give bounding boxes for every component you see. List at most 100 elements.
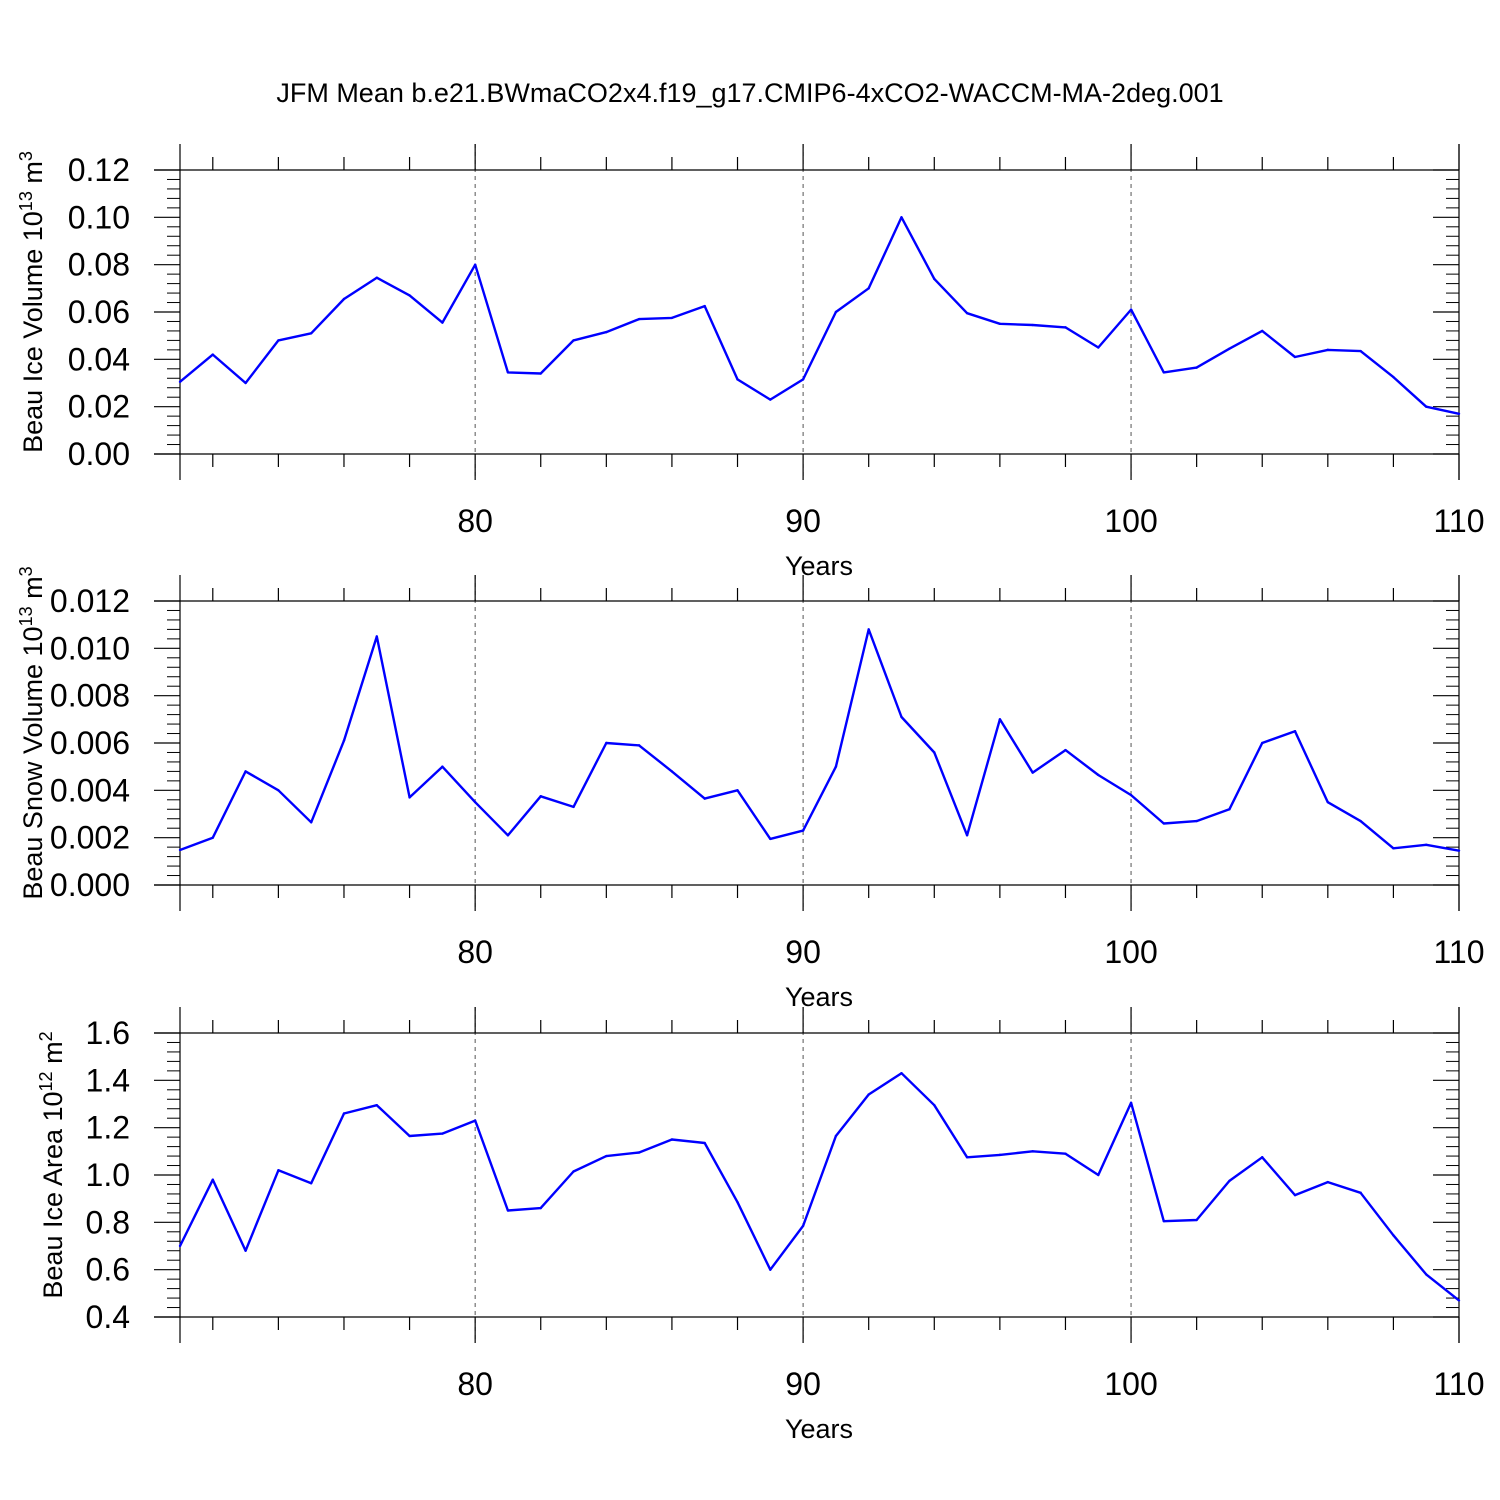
data-point xyxy=(342,739,346,742)
data-point xyxy=(1097,1173,1100,1177)
data-point xyxy=(1359,819,1362,823)
data-point xyxy=(408,796,411,799)
x-tick-label: 110 xyxy=(1433,1366,1484,1402)
data-point xyxy=(965,1156,969,1159)
data-point xyxy=(801,1224,805,1228)
data-point xyxy=(244,381,247,385)
data-point xyxy=(998,718,1002,721)
data-point xyxy=(1261,329,1264,333)
data-point xyxy=(867,628,870,631)
data-point xyxy=(1129,308,1133,311)
data-point xyxy=(244,1249,247,1252)
data-point xyxy=(703,304,706,308)
data-point xyxy=(1195,366,1198,369)
x-tick-label: 100 xyxy=(1104,503,1157,539)
data-point xyxy=(277,789,280,792)
data-point xyxy=(408,294,411,297)
x-tick-label: 100 xyxy=(1104,1366,1157,1402)
data-point xyxy=(1162,822,1166,825)
y-tick-label: 0.00 xyxy=(68,436,130,472)
data-point xyxy=(506,371,510,374)
data-point xyxy=(1457,849,1461,852)
data-point xyxy=(572,1170,575,1173)
data-point xyxy=(211,1178,214,1181)
x-tick-label: 100 xyxy=(1104,934,1157,970)
x-tick-label: 110 xyxy=(1433,934,1484,970)
data-point xyxy=(834,765,838,768)
data-point xyxy=(933,277,936,281)
y-axis-label: Beau Snow Volume 1013 m3 xyxy=(16,566,48,899)
data-point xyxy=(1228,347,1231,350)
x-tick-label: 110 xyxy=(1433,503,1484,539)
data-point xyxy=(473,263,477,266)
data-point xyxy=(1326,1180,1330,1184)
y-tick-label: 0.02 xyxy=(68,389,130,425)
data-point xyxy=(1392,375,1395,379)
data-point xyxy=(670,770,674,773)
data-point xyxy=(834,310,838,314)
data-point xyxy=(244,770,247,773)
x-axis-label: Years xyxy=(785,982,853,1012)
data-point xyxy=(309,1182,313,1185)
data-point xyxy=(342,1112,346,1115)
data-point xyxy=(1097,773,1100,777)
data-point xyxy=(637,744,641,747)
y-axis-label: Beau Ice Area 1012 m2 xyxy=(36,1031,68,1298)
x-tick-label: 90 xyxy=(785,503,821,539)
data-point xyxy=(473,1119,477,1122)
data-point xyxy=(933,1103,936,1107)
y-axis-label: Beau Ice Volume 1013 m3 xyxy=(16,151,48,453)
data-point xyxy=(1064,326,1067,329)
y-tick-label: 0.6 xyxy=(86,1252,130,1288)
data-point xyxy=(736,789,739,792)
y-tick-label: 0.4 xyxy=(86,1299,130,1335)
data-point xyxy=(998,322,1002,326)
data-point xyxy=(1228,808,1231,811)
y-tick-label: 0.12 xyxy=(68,152,130,188)
data-point xyxy=(1457,1299,1461,1302)
y-tick-label: 1.0 xyxy=(86,1157,130,1193)
data-point xyxy=(441,765,444,768)
data-point xyxy=(867,287,870,290)
data-point xyxy=(605,330,608,334)
data-point xyxy=(1031,1150,1034,1153)
data-point xyxy=(1359,1191,1362,1194)
series-line xyxy=(179,628,1460,852)
data-point xyxy=(801,378,805,381)
data-point xyxy=(309,332,313,335)
data-point xyxy=(867,1093,870,1096)
data-point xyxy=(408,1134,411,1138)
data-point xyxy=(769,398,772,401)
data-point xyxy=(1129,1101,1133,1105)
data-point xyxy=(1326,348,1330,352)
x-tick-label: 80 xyxy=(457,934,493,970)
data-point xyxy=(506,834,510,837)
data-point xyxy=(277,1169,280,1172)
y-tick-label: 0.004 xyxy=(50,772,130,808)
data-point xyxy=(539,795,542,798)
y-tick-label: 0.8 xyxy=(86,1204,130,1240)
data-point xyxy=(736,378,739,381)
data-point xyxy=(703,1141,706,1145)
data-point xyxy=(375,635,378,638)
data-point xyxy=(277,339,280,342)
data-point xyxy=(1162,1219,1166,1223)
data-point xyxy=(670,316,674,320)
data-point xyxy=(1392,847,1395,850)
data-point xyxy=(1425,843,1428,846)
data-point xyxy=(178,848,182,852)
data-point xyxy=(769,837,772,841)
data-point xyxy=(965,311,969,315)
data-point xyxy=(1195,819,1198,823)
data-point xyxy=(605,1154,608,1158)
data-point xyxy=(670,1138,674,1141)
y-tick-label: 0.010 xyxy=(50,630,130,666)
data-point xyxy=(1228,1179,1231,1183)
data-point xyxy=(834,1134,838,1138)
data-point xyxy=(1064,1152,1067,1155)
data-point xyxy=(637,317,641,321)
y-tick-label: 1.6 xyxy=(86,1015,130,1051)
y-tick-label: 0.08 xyxy=(68,247,130,283)
data-point xyxy=(1261,741,1264,745)
data-point xyxy=(342,297,346,301)
